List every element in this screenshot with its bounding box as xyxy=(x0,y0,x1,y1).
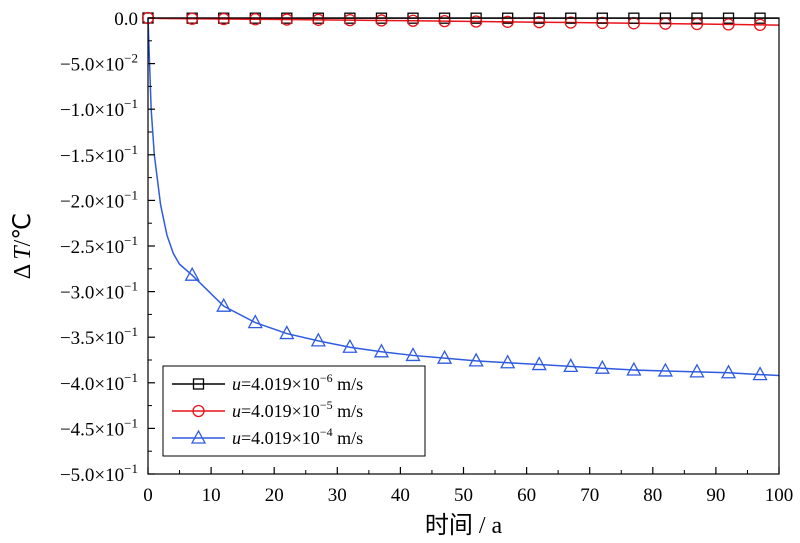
series-line-2 xyxy=(147,17,780,26)
x-tick-label: 90 xyxy=(706,485,725,506)
y-tick-label: −4.0×10−1 xyxy=(60,370,138,395)
x-tick-label: 60 xyxy=(517,485,536,506)
y-axis-label-symbol: Δ xyxy=(10,264,36,279)
y-axis: 0.0−5.0×10−2−1.0×10−1−1.5×10−1−2.0×10−1−… xyxy=(60,9,155,486)
y-tick-mantissa: −4.0×10 xyxy=(60,374,124,395)
x-tick-label: 100 xyxy=(765,485,794,506)
series-3-marker xyxy=(405,347,421,362)
y-tick-label: −5.0×10−2 xyxy=(60,51,138,76)
y-tick-label: −3.0×10−1 xyxy=(60,279,138,304)
series-2-marker xyxy=(469,15,483,28)
x-tick-label: 0 xyxy=(143,485,153,506)
series-3-marker xyxy=(500,354,516,369)
series-2-marker xyxy=(280,13,293,26)
y-tick-exponent: −1 xyxy=(124,233,138,248)
svg-text:ΔT/℃: ΔT/℃ xyxy=(10,213,36,279)
y-tick-mantissa: −5.0×10 xyxy=(60,55,124,76)
series-2-marker xyxy=(186,12,199,25)
y-tick-exponent: −1 xyxy=(124,279,138,294)
x-tick-label: 40 xyxy=(391,485,410,506)
y-tick-label: −1.0×10−1 xyxy=(60,96,138,121)
y-tick-exponent: −1 xyxy=(124,415,138,430)
series-3-marker xyxy=(563,358,579,373)
series-3-marker xyxy=(373,343,390,358)
legend-marker-circle xyxy=(192,404,205,418)
y-tick-mantissa: −2.0×10 xyxy=(60,191,124,212)
y-axis-label-var: T xyxy=(10,245,36,260)
series-3-marker xyxy=(468,352,484,367)
legend-marker-triangle xyxy=(190,429,207,444)
series-3-marker xyxy=(279,325,295,340)
series-3-marker xyxy=(689,363,705,378)
y-axis-label: ΔT/℃ xyxy=(10,213,36,279)
y-tick-label: −1.5×10−1 xyxy=(60,142,138,167)
series-2-marker xyxy=(375,14,388,27)
series-2-marker xyxy=(722,18,735,31)
x-tick-label: 70 xyxy=(580,485,599,506)
y-tick-mantissa: −4.5×10 xyxy=(60,419,124,440)
x-tick-label: 80 xyxy=(643,485,662,506)
y-tick-label: 0.0 xyxy=(114,9,138,30)
x-axis-label: 时间 / a xyxy=(425,512,503,539)
x-tick-label: 10 xyxy=(202,485,221,506)
series-3-marker xyxy=(594,359,610,374)
y-tick-mantissa: −1.5×10 xyxy=(60,146,124,167)
series-2-marker xyxy=(312,13,325,26)
series-3-marker xyxy=(216,297,232,312)
series-2-marker xyxy=(533,16,546,29)
series-2-marker xyxy=(753,18,767,31)
y-axis-label-unit: /℃ xyxy=(10,213,36,247)
y-tick-exponent: −1 xyxy=(124,461,138,476)
legend-label: u=4.019×10−5 m/s xyxy=(232,398,363,421)
series-3-marker xyxy=(720,364,737,379)
legend: u=4.019×10−6 m/s u=4.019×10−5 m/s u=4.019×… xyxy=(162,365,426,457)
y-tick-label: −5.0×10−1 xyxy=(60,461,138,486)
series-2-marker xyxy=(217,12,230,26)
series-3-marker xyxy=(436,349,453,364)
y-tick-exponent: −1 xyxy=(124,370,138,385)
y-tick-mantissa: −3.0×10 xyxy=(60,283,124,304)
y-tick-mantissa: −5.0×10 xyxy=(60,465,124,486)
y-tick-label: −4.5×10−1 xyxy=(60,415,138,440)
x-tick-label: 30 xyxy=(328,485,347,506)
y-tick-mantissa: −3.5×10 xyxy=(60,328,124,349)
legend-label: u=4.019×10−4 m/s xyxy=(232,425,363,448)
series-3-marker xyxy=(657,362,674,377)
series-3-marker xyxy=(342,338,358,353)
y-tick-label: −3.5×10−1 xyxy=(60,324,138,349)
legend-label: u=4.019×10−6 m/s xyxy=(232,371,363,394)
x-tick-label: 20 xyxy=(265,485,284,506)
series-2-marker xyxy=(564,16,577,29)
y-tick-mantissa: −2.5×10 xyxy=(60,237,124,258)
series-line-3 xyxy=(147,17,780,377)
series-3-marker xyxy=(184,266,200,281)
series-3-marker xyxy=(247,314,263,329)
x-axis: 0 10 20 30 40 50 60 70 80 90 100 xyxy=(143,467,793,506)
y-tick-label: −2.0×10−1 xyxy=(60,187,138,212)
y-tick-exponent: −2 xyxy=(124,51,138,66)
y-tick-exponent: −1 xyxy=(124,324,138,339)
series-3-marker xyxy=(752,366,768,381)
y-tick-mantissa: 0.0 xyxy=(114,9,138,30)
y-tick-mantissa: −1.0×10 xyxy=(60,100,124,121)
series-markers xyxy=(141,11,768,381)
series-2-marker xyxy=(501,15,514,28)
series-lines xyxy=(147,17,780,377)
x-tick-label: 50 xyxy=(454,485,473,506)
y-tick-exponent: −1 xyxy=(124,96,138,111)
y-tick-exponent: −1 xyxy=(124,187,138,202)
legend-marker-square xyxy=(192,378,205,390)
series-2-marker xyxy=(249,13,262,26)
series-2-marker xyxy=(406,14,420,27)
series-3-marker xyxy=(310,332,326,347)
y-tick-exponent: −1 xyxy=(124,142,138,157)
series-2-marker xyxy=(343,13,357,27)
series-3-marker xyxy=(626,361,642,376)
series-2-marker xyxy=(438,14,451,28)
y-tick-label: −2.5×10−1 xyxy=(60,233,138,258)
series-3-marker xyxy=(531,356,547,371)
